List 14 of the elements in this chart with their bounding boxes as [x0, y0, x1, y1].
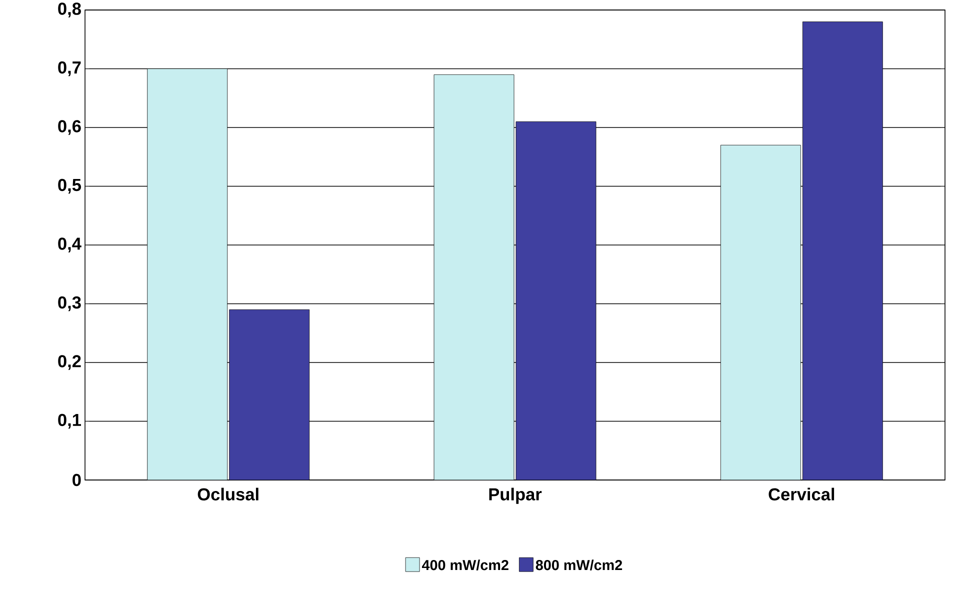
y-tick-label: 0,7 [58, 61, 81, 76]
y-tick-label: 0,8 [58, 2, 81, 18]
x-tick-label: Oclusal [198, 488, 258, 500]
legend-label: 400 mW/cm2 [422, 560, 508, 570]
y-tick-label: 0,4 [58, 238, 82, 252]
y-tick-label: 0,5 [58, 178, 81, 194]
y-tick-label: 0,3 [58, 296, 81, 312]
y-tick-label: 0,6 [58, 120, 81, 135]
y-tick-label: 0,2 [58, 355, 81, 370]
legend-label: 800 mW/cm2 [536, 560, 622, 570]
x-tick-label: Cervical [768, 488, 834, 500]
y-tick-label: 0 [72, 474, 81, 486]
x-tick-label: Pulpar [489, 488, 542, 504]
y-tick-label: 0,1 [58, 414, 81, 429]
